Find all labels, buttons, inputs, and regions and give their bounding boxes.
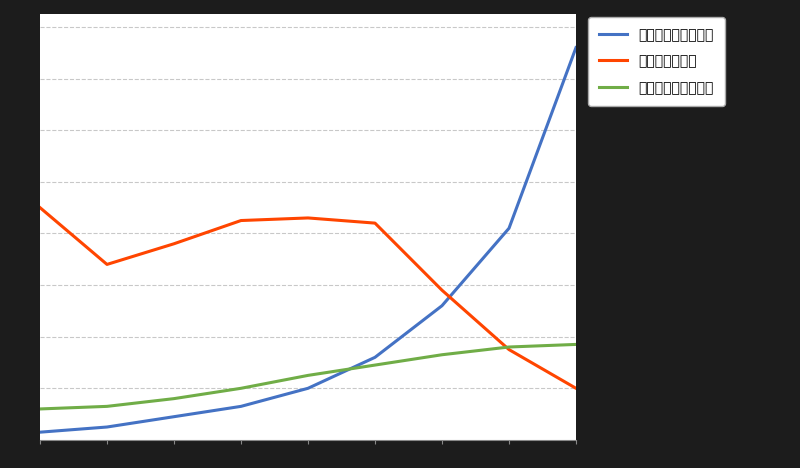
サービスとサポート [35, 406, 45, 412]
サービスとサポート [303, 373, 313, 378]
プロダクト販売 [170, 241, 179, 247]
サービスとサポート [504, 344, 514, 350]
サブスクリプション [35, 429, 45, 435]
サービスとサポート [571, 342, 581, 347]
プロダクト販売 [303, 215, 313, 221]
プロダクト販売 [437, 287, 446, 293]
サービスとサポート [236, 386, 246, 391]
サブスクリプション [236, 403, 246, 409]
Line: サービスとサポート: サービスとサポート [40, 344, 576, 409]
サービスとサポート [170, 396, 179, 402]
サブスクリプション [437, 303, 446, 308]
Line: サブスクリプション: サブスクリプション [40, 48, 576, 432]
プロダクト販売 [35, 205, 45, 211]
サービスとサポート [102, 403, 112, 409]
サブスクリプション [571, 45, 581, 51]
プロダクト販売 [571, 386, 581, 391]
サブスクリプション [370, 355, 380, 360]
サービスとサポート [437, 352, 446, 358]
サービスとサポート [370, 362, 380, 368]
サブスクリプション [303, 386, 313, 391]
プロダクト販売 [504, 347, 514, 352]
Line: プロダクト販売: プロダクト販売 [40, 208, 576, 388]
Legend: サブスクリプション, プロダクト販売, サービスとサポート: サブスクリプション, プロダクト販売, サービスとサポート [588, 17, 725, 106]
プロダクト販売 [370, 220, 380, 226]
サブスクリプション [102, 424, 112, 430]
プロダクト販売 [102, 262, 112, 267]
サブスクリプション [170, 414, 179, 419]
プロダクト販売 [236, 218, 246, 223]
サブスクリプション [504, 226, 514, 231]
